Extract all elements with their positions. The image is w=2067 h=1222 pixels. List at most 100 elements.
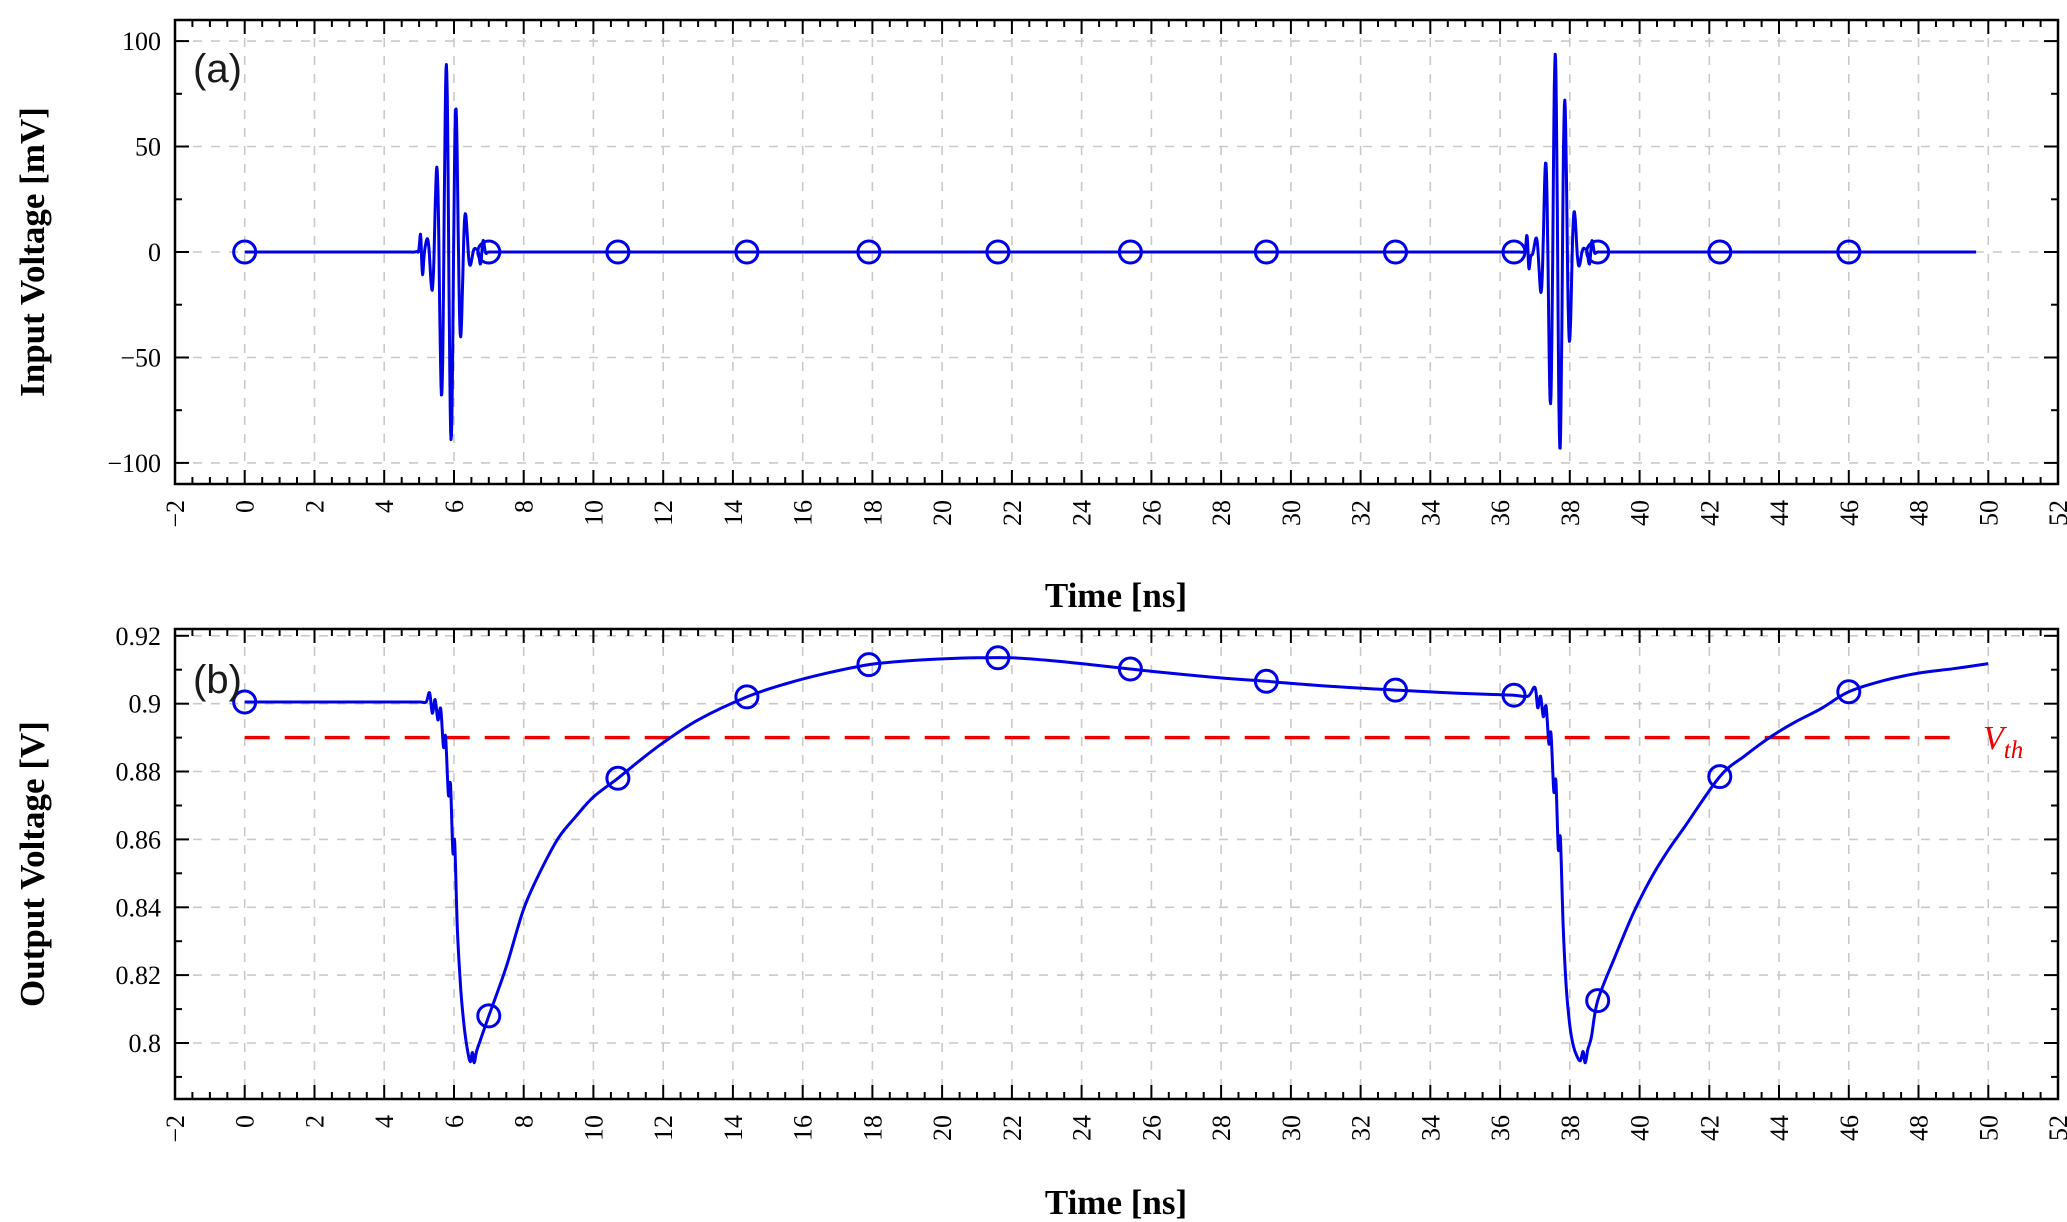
input-voltage-marker — [232, 239, 258, 265]
y-tick-label: −100 — [107, 449, 161, 478]
x-tick-label: 18 — [858, 500, 887, 526]
y-tick-label: 100 — [122, 27, 161, 56]
y-tick-label: 0.86 — [116, 825, 162, 854]
output-voltage-marker — [476, 1003, 502, 1029]
x-tick-label: 0 — [231, 500, 260, 513]
input-voltage-marker — [1836, 239, 1862, 265]
x-tick-label: 26 — [1137, 1115, 1166, 1141]
x-tick-label: 34 — [1416, 1115, 1445, 1141]
x-tick-label: 42 — [1695, 500, 1724, 526]
output-voltage-marker — [1383, 677, 1408, 703]
x-tick-label: 12 — [649, 500, 678, 526]
plots-layer: −2 0 2 4 6 8 10 12 14 16 18 20 22 24 26 28 30 32 34 36 38 40 4… — [107, 18, 2067, 1143]
x-tick-label: 32 — [1347, 500, 1376, 526]
input-voltage-marker — [856, 239, 882, 265]
x-tick-label: 46 — [1835, 1115, 1864, 1141]
output-voltage-marker — [1836, 679, 1862, 705]
output-voltage-marker — [232, 689, 258, 715]
x-tick-label: −2 — [161, 1115, 190, 1143]
y-tick-label: 0.88 — [116, 758, 162, 787]
x-tick-label: 24 — [1068, 500, 1097, 526]
grid-a — [175, 20, 2058, 484]
output-voltage-marker — [605, 765, 631, 791]
input-voltage-marker — [1253, 239, 1279, 265]
x-tick-label: 48 — [1905, 1115, 1934, 1141]
y-tick-label: 0.9 — [129, 690, 162, 719]
x-tick-label: 46 — [1835, 500, 1864, 526]
x-tick-label: 44 — [1765, 1115, 1794, 1141]
x-tick-label: 6 — [440, 1115, 469, 1128]
input-voltage-marker — [1383, 239, 1408, 265]
x-tick-label: 14 — [719, 1115, 748, 1141]
plot-a-x-axis-title: Time [ns] — [1045, 576, 1187, 615]
output-voltage-marker — [1253, 668, 1279, 694]
x-tick-label: 16 — [789, 1115, 818, 1141]
x-tick-label: 52 — [2044, 500, 2067, 526]
plot-frame-b — [173, 627, 2060, 1101]
x-tick-label: 24 — [1068, 1115, 1097, 1141]
x-tick-label: 50 — [1974, 1115, 2003, 1141]
x-tick-label: 16 — [789, 500, 818, 526]
ticks-b — [174, 629, 2059, 1099]
output-voltage-marker — [734, 684, 760, 710]
panel-label-a: (a) — [193, 47, 242, 91]
input-voltage-marker — [1585, 239, 1611, 265]
x-tick-label: 4 — [370, 1115, 399, 1128]
x-tick-label: 2 — [301, 500, 330, 513]
x-tick-label: 48 — [1905, 500, 1934, 526]
x-tick-label: 20 — [928, 1115, 957, 1141]
x-tick-label: 28 — [1207, 1115, 1236, 1141]
x-tick-label: 34 — [1416, 500, 1445, 526]
input-voltage-marker — [1117, 239, 1143, 265]
y-tick-label: 0.84 — [116, 893, 162, 922]
x-tick-label: −2 — [161, 500, 190, 528]
x-tick-label: 32 — [1347, 1115, 1376, 1141]
plot-b-y-axis-title: Output Voltage [V] — [13, 721, 52, 1007]
x-tick-label: 38 — [1556, 1115, 1585, 1141]
tick-labels-b: −2 0 2 4 6 8 10 12 14 16 18 20 22 24 26 28 30 32 34 36 38 40 4… — [116, 622, 2067, 1143]
x-tick-label: 2 — [301, 1115, 330, 1128]
x-tick-label: 18 — [858, 1115, 887, 1141]
input-voltage-marker — [985, 239, 1011, 265]
plot-b: −2 0 2 4 6 8 10 12 14 16 18 20 22 24 26 28 30 32 34 36 38 40 4… — [116, 622, 2067, 1143]
panel-label-b: (b) — [193, 658, 242, 702]
plot-b-x-axis-title: Time [ns] — [1045, 1183, 1187, 1222]
output-voltage-marker — [1501, 682, 1527, 708]
x-tick-label: 44 — [1765, 500, 1794, 526]
plot-a-y-axis-title: Input Voltage [mV] — [13, 107, 52, 397]
input-voltage-marker — [476, 239, 502, 265]
output-voltage-marker — [985, 645, 1011, 671]
tick-labels-a: −2 0 2 4 6 8 10 12 14 16 18 20 22 24 26 28 30 32 34 36 38 40 4… — [107, 27, 2067, 528]
output-voltage-trace — [244, 656, 1989, 1065]
output-voltage-marker — [1707, 764, 1733, 790]
x-tick-label: 4 — [370, 500, 399, 513]
output-voltage-marker — [856, 652, 882, 678]
x-tick-label: 8 — [510, 500, 539, 513]
input-voltage-marker — [734, 239, 760, 265]
x-tick-label: 30 — [1277, 1115, 1306, 1141]
y-tick-label: 50 — [135, 133, 161, 162]
x-tick-label: 40 — [1626, 1115, 1655, 1141]
y-tick-label: −50 — [120, 344, 161, 373]
x-tick-label: 10 — [579, 1115, 608, 1141]
plot-a: −2 0 2 4 6 8 10 12 14 16 18 20 22 24 26 28 30 32 34 36 38 40 4… — [107, 18, 2067, 528]
plot-frame-a — [173, 18, 2060, 486]
x-tick-label: 0 — [231, 1115, 260, 1128]
x-tick-label: 26 — [1137, 500, 1166, 526]
output-voltage-marker — [1585, 988, 1611, 1014]
x-tick-label: 20 — [928, 500, 957, 526]
x-tick-label: 22 — [998, 1115, 1027, 1141]
y-tick-label: 0.92 — [116, 622, 162, 651]
y-tick-label: 0 — [148, 238, 161, 267]
x-tick-label: 38 — [1556, 500, 1585, 526]
x-tick-label: 8 — [510, 1115, 539, 1128]
x-tick-label: 42 — [1695, 1115, 1724, 1141]
grid-b — [175, 629, 2058, 1099]
x-tick-label: 50 — [1974, 500, 2003, 526]
x-tick-label: 30 — [1277, 500, 1306, 526]
y-tick-label: 0.8 — [129, 1029, 162, 1058]
input-voltage-marker — [1707, 239, 1733, 265]
x-tick-label: 52 — [2044, 1115, 2067, 1141]
